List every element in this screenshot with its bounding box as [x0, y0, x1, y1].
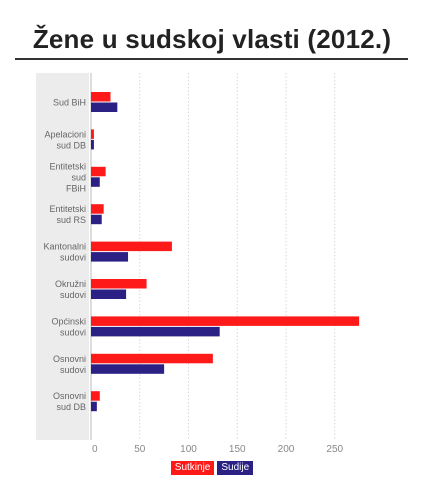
bar-sudije: [91, 102, 118, 112]
category-label: sud RS: [56, 215, 86, 225]
category-label: sud DB: [56, 140, 86, 150]
x-tick-label: 100: [180, 444, 197, 455]
bar-sutkinje: [91, 279, 147, 289]
bar-sutkinje: [91, 204, 104, 214]
bar-sudije: [91, 326, 220, 337]
x-tick-label: 250: [326, 444, 343, 455]
bar-sudije: [91, 139, 94, 150]
category-label: sudovi: [60, 365, 86, 375]
bar-sudije: [91, 401, 97, 412]
bar-sutkinje: [91, 129, 94, 139]
category-label: sudovi: [60, 253, 86, 263]
bar-sudije: [91, 364, 165, 374]
category-label: Apelacioni: [44, 129, 86, 139]
category-label-panel: [36, 73, 89, 440]
category-label: Osnovni: [53, 354, 86, 364]
category-label: sudovi: [60, 290, 86, 300]
bar-sutkinje: [91, 316, 360, 326]
category-label: sudovi: [60, 327, 86, 337]
bar-sutkinje: [91, 92, 111, 102]
bar-sutkinje: [91, 166, 106, 177]
legend: Sutkinje Sudije: [0, 461, 424, 475]
legend-item-sutkinje: Sutkinje: [170, 461, 215, 475]
x-tick-label: 200: [278, 444, 295, 455]
bar-sutkinje: [91, 241, 172, 252]
bar-sudije: [91, 177, 100, 187]
category-label: sud: [71, 172, 86, 182]
x-tick-label: 0: [92, 444, 98, 455]
x-tick-label: 50: [134, 444, 146, 455]
legend-item-sudije: Sudije: [217, 461, 254, 475]
bar-sutkinje: [91, 353, 213, 364]
chart-title: Žene u sudskoj vlasti (2012.): [32, 24, 392, 54]
category-label: FBiH: [66, 183, 86, 193]
category-label: Entitetski: [49, 204, 86, 214]
category-label: Općinski: [51, 316, 86, 326]
category-label: Entitetski: [49, 161, 86, 171]
category-label: Kantonalni: [43, 242, 86, 252]
bar-sudije: [91, 214, 102, 225]
bar-sudije: [91, 289, 127, 299]
category-label: Sud BiH: [53, 98, 86, 108]
title-underline: [15, 58, 408, 60]
category-label: Okružni: [55, 279, 86, 289]
bar-sudije: [91, 252, 129, 262]
x-tick-label: 150: [229, 444, 246, 455]
category-label: sud DB: [56, 402, 86, 412]
bar-sutkinje: [91, 391, 100, 401]
category-label: Osnovni: [53, 391, 86, 401]
